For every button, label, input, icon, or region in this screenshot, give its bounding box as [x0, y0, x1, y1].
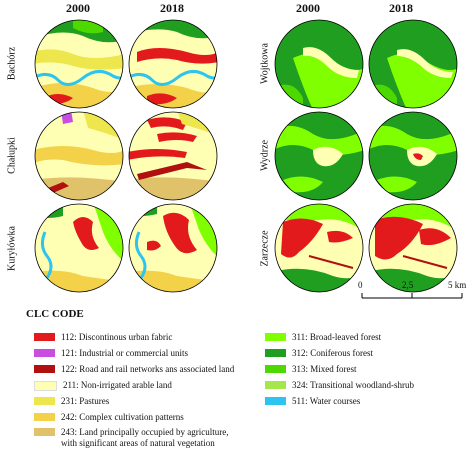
map-chalupki-2000	[34, 111, 124, 201]
legend-swatch	[34, 333, 55, 341]
legend-swatch	[265, 349, 286, 357]
legend-swatch	[34, 349, 55, 357]
map-zarzecze-2018	[368, 203, 458, 293]
year-2018-right: 2018	[389, 1, 413, 15]
legend-item-211: 211: Non-irrigated arable land	[34, 380, 172, 391]
legend-item-312: 312: Coniferous forest	[265, 348, 373, 359]
legend-item-112: 112: Discontinous urban fabric	[34, 332, 172, 343]
legend-item-231: 231: Pastures	[34, 396, 109, 407]
site-label-wydrze: Wydrze	[259, 139, 271, 172]
map-wydrze-2000	[274, 111, 364, 201]
site-label-wojtkowa: Wojtkowa	[259, 43, 271, 84]
legend-item-324: 324: Transitional woodland-shrub	[265, 380, 414, 391]
legend-item-313: 313: Mixed forest	[265, 364, 357, 375]
legend-item-511: 511: Water courses	[265, 396, 360, 407]
legend-swatch	[265, 381, 286, 389]
map-bachorz-2018	[128, 19, 218, 109]
legend-swatch	[34, 413, 55, 421]
legend-swatch	[34, 428, 55, 436]
legend-item-121: 121: Industrial or commercial units	[34, 348, 188, 359]
legend-swatch	[34, 365, 55, 373]
site-label-chalupki: Chałupki	[6, 137, 18, 174]
map-chalupki-2018	[128, 111, 218, 201]
year-2000-left: 2000	[66, 1, 90, 15]
legend-swatch	[34, 381, 57, 391]
legend-swatch	[265, 397, 286, 405]
map-wojtkowa-2018	[368, 19, 458, 109]
map-wydrze-2018	[368, 111, 458, 201]
legend-item-122: 122: Road and rail networks ans associat…	[34, 364, 234, 375]
scale-tick-0: 0	[358, 280, 363, 290]
year-2000-right: 2000	[296, 1, 320, 15]
site-label-zarzecze: Zarzecze	[259, 230, 271, 267]
map-bachorz-2000	[34, 19, 124, 109]
legend-item-242: 242: Complex cultivation patterns	[34, 412, 184, 423]
legend-title: CLC CODE	[26, 308, 84, 320]
scale-tick-end: 5 km	[448, 280, 467, 290]
legend-swatch	[265, 365, 286, 373]
scale-tick-mid: 2,5	[402, 280, 414, 290]
legend-swatch	[265, 333, 286, 341]
map-kurylowka-2018	[128, 203, 218, 293]
site-label-bachorz: Bachórz	[6, 46, 18, 81]
legend-swatch	[34, 397, 55, 405]
map-kurylowka-2000	[34, 203, 124, 293]
legend-item-311: 311: Broad-leaved forest	[265, 332, 381, 343]
scale-bar	[361, 293, 463, 299]
site-label-kurylowka: Kuryłówka	[6, 226, 18, 271]
legend-item-243: 243: Land principally occupied by agricu…	[34, 427, 228, 449]
map-wojtkowa-2000	[274, 19, 364, 109]
map-zarzecze-2000	[274, 203, 364, 293]
year-2018-left: 2018	[160, 1, 184, 15]
